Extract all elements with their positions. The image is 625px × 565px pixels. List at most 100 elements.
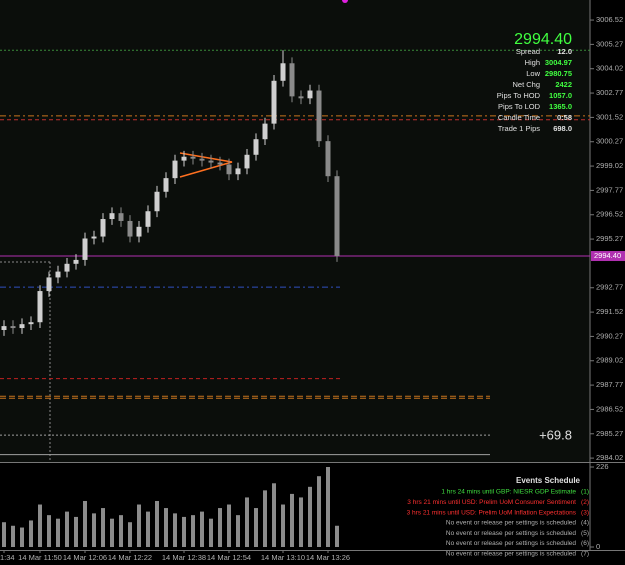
volume-bar bbox=[56, 518, 60, 547]
candle-body bbox=[19, 324, 25, 329]
candle-body bbox=[136, 226, 142, 237]
volume-bar bbox=[92, 513, 96, 547]
x-tick-label: 14 Mar 12:06 bbox=[63, 553, 107, 562]
volume-bar bbox=[281, 504, 285, 547]
info-value: 1365.0 bbox=[549, 102, 572, 111]
current-price: 2994.40 bbox=[514, 31, 572, 48]
volume-bar bbox=[191, 515, 195, 547]
candle-body bbox=[253, 139, 259, 155]
candle-body bbox=[271, 80, 277, 124]
y-tick-label: 3005.27 bbox=[596, 39, 623, 48]
volume-bar bbox=[47, 515, 51, 547]
y-tick-label: 2997.77 bbox=[596, 185, 623, 194]
volume-tick-label: 0 bbox=[596, 542, 600, 551]
volume-bar bbox=[65, 511, 69, 547]
volume-bar bbox=[11, 525, 15, 547]
candle-body bbox=[127, 220, 133, 237]
event-index: (2) bbox=[581, 499, 589, 506]
triangle-pattern bbox=[179, 152, 233, 178]
volume-bar bbox=[29, 520, 33, 547]
y-tick-label: 3001.52 bbox=[596, 112, 623, 121]
y-tick-label: 2991.52 bbox=[596, 307, 623, 316]
volume-bar bbox=[20, 527, 24, 547]
volume-bar bbox=[155, 500, 159, 547]
volume-bar bbox=[38, 504, 42, 547]
info-label: Pips To LOD bbox=[498, 102, 541, 111]
volume-bar bbox=[74, 516, 78, 547]
volume-tick-label: 226 bbox=[596, 462, 609, 471]
candle-body bbox=[163, 178, 169, 192]
candle-body bbox=[46, 277, 52, 292]
candle-body bbox=[10, 326, 16, 329]
event-text: No event or release per settings is sche… bbox=[446, 530, 576, 537]
event-index: (6) bbox=[581, 540, 589, 547]
candle-body bbox=[73, 259, 79, 264]
y-tick-label: 2984.02 bbox=[596, 453, 623, 462]
event-index: (1) bbox=[581, 489, 589, 496]
price-box-label: 2994.40 bbox=[594, 251, 621, 260]
x-tick-label: 1:34 bbox=[0, 553, 15, 562]
y-tick-label: 2989.02 bbox=[596, 356, 623, 365]
candle-body bbox=[118, 213, 124, 221]
volume-bar bbox=[335, 525, 339, 547]
info-label: Net Chg bbox=[512, 80, 540, 89]
y-tick-label: 2999.02 bbox=[596, 161, 623, 170]
event-index: (5) bbox=[581, 530, 589, 537]
y-tick-label: 2996.52 bbox=[596, 210, 623, 219]
candle-body bbox=[82, 238, 88, 260]
candle-body bbox=[172, 160, 178, 179]
volume-bar bbox=[119, 515, 123, 547]
candle-body bbox=[298, 96, 304, 99]
volume-bar bbox=[290, 493, 294, 547]
volume-bar bbox=[299, 497, 303, 547]
candle-body bbox=[64, 263, 70, 272]
volume-bar bbox=[263, 490, 267, 547]
event-index: (3) bbox=[581, 509, 589, 516]
candle-body bbox=[1, 326, 7, 330]
volume-bar bbox=[2, 522, 6, 547]
event-text: No event or release per settings is sche… bbox=[446, 540, 576, 547]
candle-body bbox=[199, 158, 205, 161]
candle-body bbox=[289, 63, 295, 97]
volume-bar bbox=[209, 518, 213, 547]
x-tick-label: 14 Mar 13:26 bbox=[306, 553, 350, 562]
info-value: 698.0 bbox=[553, 124, 572, 133]
volume-bar bbox=[227, 504, 231, 547]
pips-total: +69.8 bbox=[539, 427, 572, 442]
x-tick-label: 14 Mar 12:22 bbox=[108, 553, 152, 562]
y-tick-label: 3006.52 bbox=[596, 15, 623, 24]
info-value: 2422 bbox=[555, 80, 572, 89]
volume-bar bbox=[137, 504, 141, 547]
y-tick-label: 2985.27 bbox=[596, 429, 623, 438]
candle-body bbox=[235, 168, 241, 175]
volume-bar bbox=[173, 513, 177, 547]
candle-body bbox=[334, 176, 340, 257]
candle-body bbox=[217, 162, 223, 165]
info-value: 3004.97 bbox=[545, 58, 572, 67]
volume-bar bbox=[146, 511, 150, 547]
y-tick-label: 2986.52 bbox=[596, 404, 623, 413]
candle-body bbox=[208, 160, 214, 163]
volume-bar bbox=[200, 511, 204, 547]
price-panel bbox=[0, 0, 590, 462]
volume-bar bbox=[164, 508, 168, 547]
candle-body bbox=[280, 63, 286, 81]
volume-bar bbox=[218, 508, 222, 547]
info-value: 2980.75 bbox=[545, 69, 572, 78]
candle-body bbox=[181, 156, 187, 161]
volume-bar bbox=[101, 508, 105, 547]
info-label: High bbox=[525, 58, 540, 67]
volume-bar bbox=[83, 500, 87, 547]
candle-body bbox=[190, 156, 196, 159]
candle-body bbox=[28, 322, 34, 325]
candle-body bbox=[109, 213, 115, 220]
events-title: Events Schedule bbox=[516, 476, 581, 485]
candle-body bbox=[262, 123, 268, 140]
y-tick-label: 3004.02 bbox=[596, 64, 623, 73]
x-tick-label: 14 Mar 12:54 bbox=[207, 553, 251, 562]
volume-bar bbox=[254, 508, 258, 547]
event-text: No event or release per settings is sche… bbox=[446, 520, 576, 527]
volume-bar bbox=[317, 476, 321, 547]
x-tick-label: 14 Mar 11:50 bbox=[18, 553, 62, 562]
y-tick-label: 3000.27 bbox=[596, 137, 623, 146]
